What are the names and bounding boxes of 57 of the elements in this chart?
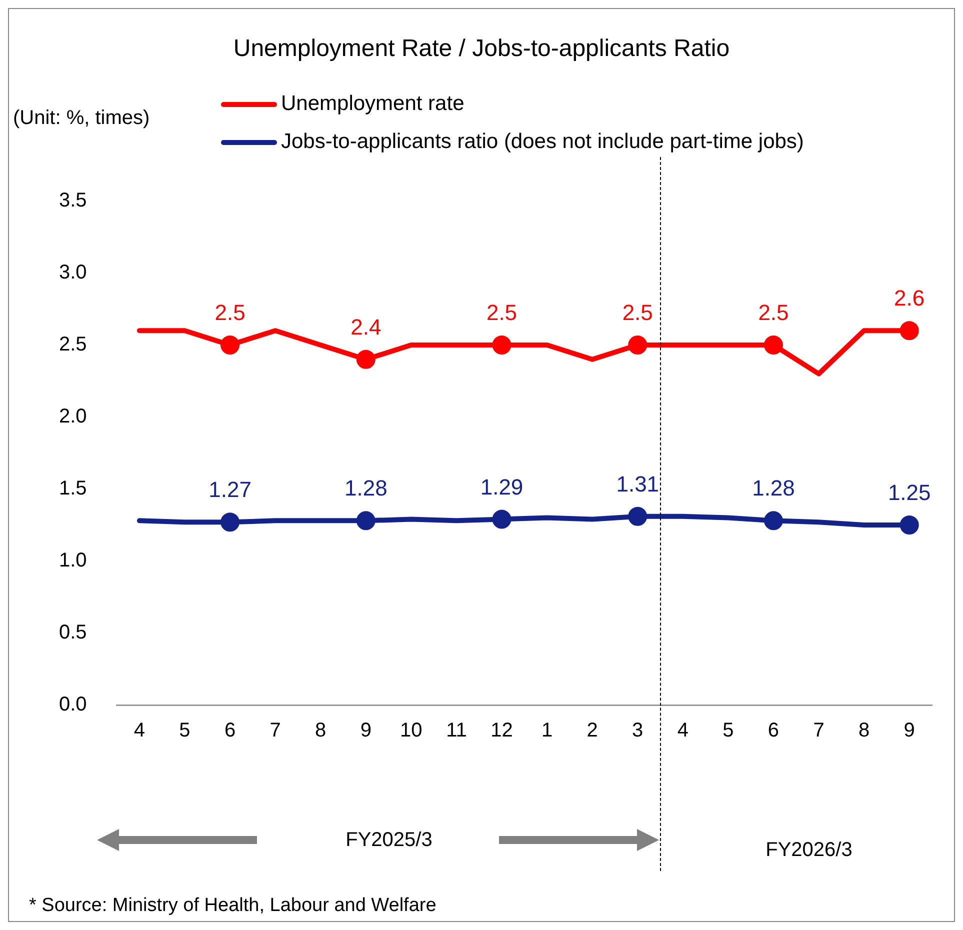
x-tick-label: 6	[224, 720, 236, 742]
legend-label: Unemployment rate	[281, 92, 464, 116]
data-label: 2.5	[214, 300, 246, 326]
x-tick-label: 8	[858, 720, 870, 742]
y-tick-label: 1.0	[58, 550, 87, 572]
chart-title: Unemployment Rate / Jobs-to-applicants Ratio	[233, 35, 730, 62]
y-tick-label: 3.0	[58, 262, 87, 284]
point	[492, 510, 512, 529]
data-label: 1.29	[480, 474, 524, 500]
text: * Source: Ministry of Health, Labour and Welfare	[29, 895, 436, 916]
text: FY2026/3	[766, 839, 852, 861]
point	[356, 511, 376, 530]
point	[764, 511, 783, 530]
x-tick-label: 5	[179, 720, 190, 742]
x-tick-label: 9	[904, 720, 915, 742]
data-label: 1.31	[616, 471, 660, 496]
data-label: 1.28	[752, 476, 795, 501]
x-tick-label: 4	[677, 720, 688, 742]
data-label: 1.25	[888, 480, 931, 506]
x-tick-label: 6	[768, 720, 780, 742]
y-tick-label: 0.0	[58, 694, 87, 716]
x-tick-label: 12	[490, 720, 513, 742]
x-tick-label: 9	[360, 720, 372, 742]
x-tick-label: 7	[270, 720, 281, 742]
point	[492, 336, 512, 354]
x-tick-label: 5	[722, 720, 734, 742]
x-tick-label: 1	[541, 720, 553, 742]
point	[628, 506, 648, 526]
y-tick-label: 2.0	[58, 406, 87, 428]
x-tick-label: 11	[446, 720, 467, 742]
legend-label: Jobs-to-applicants ratio (does not include part-time jobs)	[281, 130, 804, 154]
data-label: 1.27	[208, 477, 252, 502]
data-label: 2.4	[350, 314, 382, 340]
y-tick-label: 2.5	[58, 334, 87, 356]
data-label: 2.5	[622, 300, 653, 326]
data-label: 1.28	[344, 476, 388, 501]
x-tick-label: 3	[632, 720, 644, 742]
x-tick-label: 10	[400, 720, 422, 742]
x-tick-label: 7	[813, 720, 824, 742]
data-label: 2.5	[758, 300, 789, 326]
point	[356, 350, 376, 369]
x-tick-label: 8	[315, 720, 326, 742]
y-tick-label: 0.5	[58, 622, 87, 644]
x-tick-label: 2	[586, 720, 598, 742]
point	[628, 336, 648, 354]
data-label: 2.6	[894, 286, 925, 311]
point	[900, 516, 919, 534]
point	[220, 512, 240, 532]
text: FY2025/3	[346, 829, 432, 851]
point	[764, 336, 783, 354]
y-tick-label: 3.5	[58, 190, 87, 212]
point	[900, 321, 919, 340]
y-axis-title: (Unit: %, times)	[13, 107, 150, 129]
data-label: 2.5	[486, 300, 518, 326]
x-tick-label: 4	[134, 720, 146, 742]
y-tick-label: 1.5	[58, 478, 87, 500]
point	[220, 336, 240, 354]
